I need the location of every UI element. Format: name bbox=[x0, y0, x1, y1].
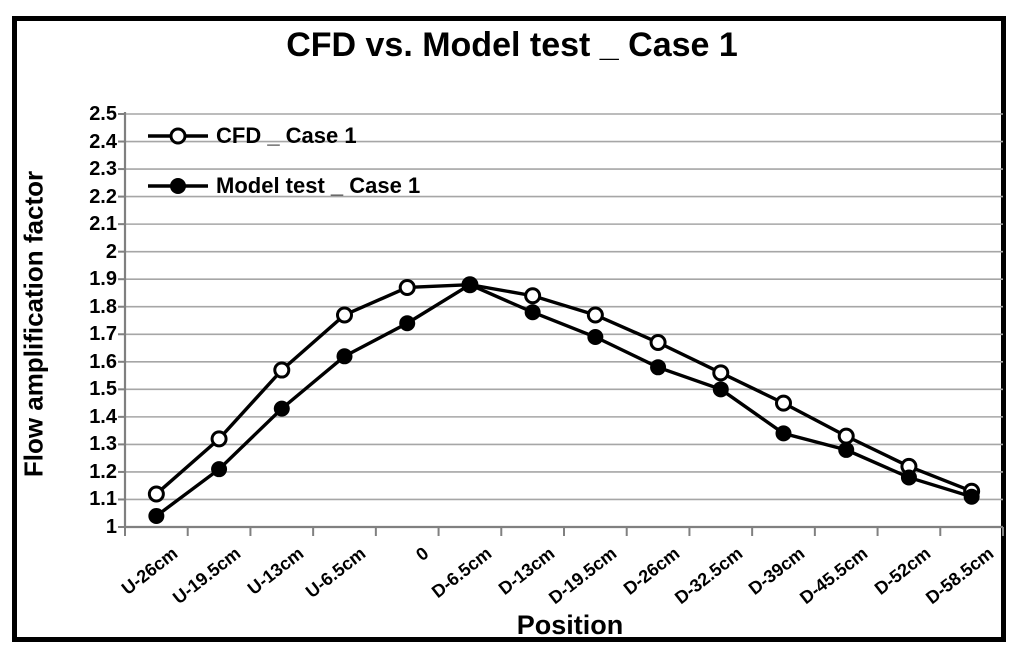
y-tick-label: 1.8 bbox=[89, 295, 117, 318]
data-point-filled-circle bbox=[211, 461, 228, 478]
data-point-filled-circle bbox=[399, 315, 416, 332]
y-axis-title: Flow amplification factor bbox=[18, 170, 49, 478]
legend-item-model-test: Model test _ Case 1 bbox=[148, 169, 420, 203]
y-tick-label: 2.3 bbox=[89, 158, 117, 181]
data-point-filled-circle bbox=[838, 441, 855, 458]
data-point-filled-circle bbox=[587, 329, 604, 346]
chart-title: CFD vs. Model test _ Case 1 bbox=[286, 26, 738, 64]
legend: CFD _ Case 1 Model test _ Case 1 bbox=[148, 119, 420, 203]
data-point-open-circle bbox=[398, 278, 416, 296]
y-tick-label: 2.1 bbox=[89, 213, 117, 236]
y-tick-label: 1.7 bbox=[89, 323, 117, 346]
y-tick-label: 2.2 bbox=[89, 185, 117, 208]
data-point-open-circle bbox=[336, 306, 353, 324]
data-point-filled-circle bbox=[775, 425, 792, 442]
y-tick-label: 1.9 bbox=[89, 268, 117, 291]
data-point-filled-circle bbox=[336, 348, 353, 365]
chart-border bbox=[12, 16, 1006, 642]
series-line-model-test bbox=[155, 282, 973, 518]
data-point-open-circle bbox=[649, 334, 667, 352]
y-tick-label: 2.4 bbox=[89, 130, 117, 153]
y-tick-label: 2 bbox=[105, 240, 117, 263]
data-point-open-circle bbox=[147, 485, 165, 503]
legend-label-cfd: CFD _ Case 1 bbox=[216, 123, 357, 148]
data-point-filled-circle bbox=[273, 400, 290, 417]
data-point-filled-circle bbox=[524, 304, 541, 321]
data-point-open-circle bbox=[712, 364, 730, 382]
data-point-open-circle bbox=[273, 361, 291, 379]
data-point-filled-circle bbox=[712, 381, 729, 398]
y-tick-label: 1.6 bbox=[89, 350, 117, 373]
y-tick-label: 1.5 bbox=[89, 378, 117, 401]
y-tick-label: 1 bbox=[105, 516, 117, 538]
data-point-filled-circle bbox=[461, 276, 478, 293]
data-point-filled-circle bbox=[963, 488, 980, 505]
data-point-filled-circle bbox=[900, 469, 917, 486]
data-point-open-circle bbox=[837, 427, 855, 445]
filled-circle-marker-icon bbox=[148, 178, 208, 194]
y-tick-label: 1.1 bbox=[89, 488, 117, 511]
data-point-open-circle bbox=[586, 306, 604, 324]
data-point-open-circle bbox=[524, 287, 542, 305]
y-tick-label: 2.5 bbox=[89, 103, 117, 125]
y-tick-label: 1.2 bbox=[89, 460, 117, 483]
legend-label-model-test: Model test _ Case 1 bbox=[216, 173, 421, 198]
y-tick-label: 1.4 bbox=[89, 405, 117, 428]
open-circle-marker-icon bbox=[148, 127, 208, 145]
y-tick-label: 1.3 bbox=[89, 433, 117, 456]
data-point-open-circle bbox=[210, 430, 228, 448]
legend-item-cfd: CFD _ Case 1 bbox=[148, 119, 420, 153]
series-line-cfd bbox=[155, 283, 973, 496]
data-point-filled-circle bbox=[650, 359, 667, 376]
data-point-filled-circle bbox=[148, 507, 165, 524]
x-axis-title: Position bbox=[516, 610, 624, 640]
data-point-open-circle bbox=[775, 394, 792, 412]
